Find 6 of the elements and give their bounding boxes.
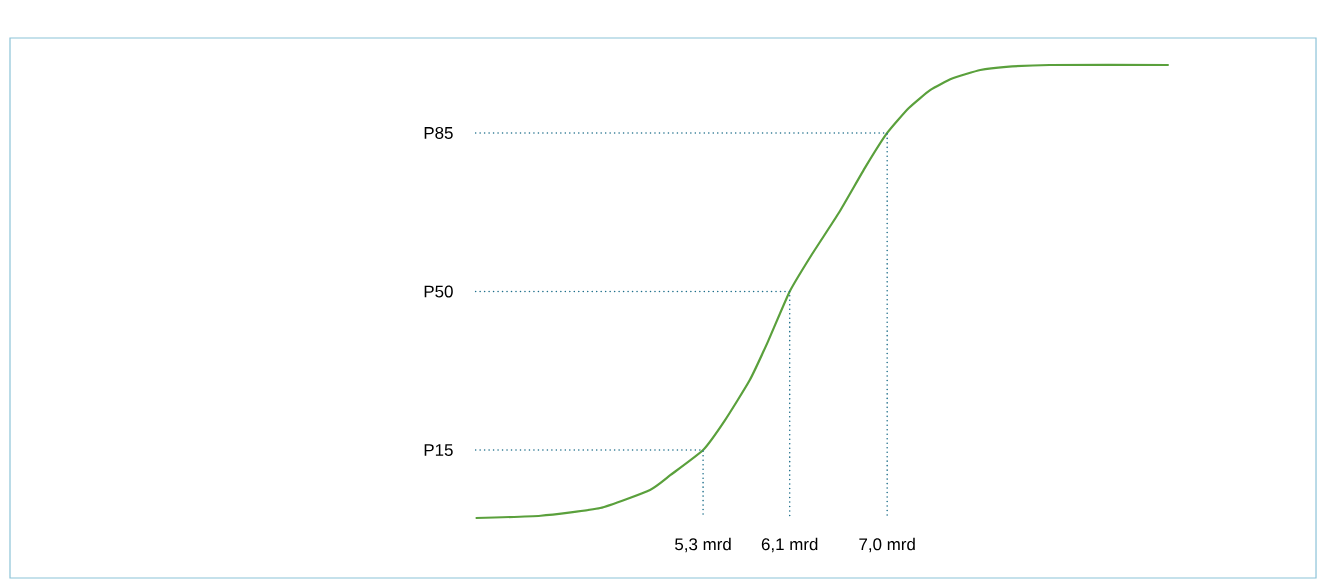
x-tick-label: 5,3 mrd [675, 537, 731, 553]
annotation: P50 [424, 285, 453, 298]
annotation: P15 [424, 444, 453, 456]
x-tick-label: 6,1 mrd [761, 537, 818, 553]
annotation: P85 [424, 126, 453, 139]
x-tick-label: 7,0 mrd [859, 537, 915, 553]
